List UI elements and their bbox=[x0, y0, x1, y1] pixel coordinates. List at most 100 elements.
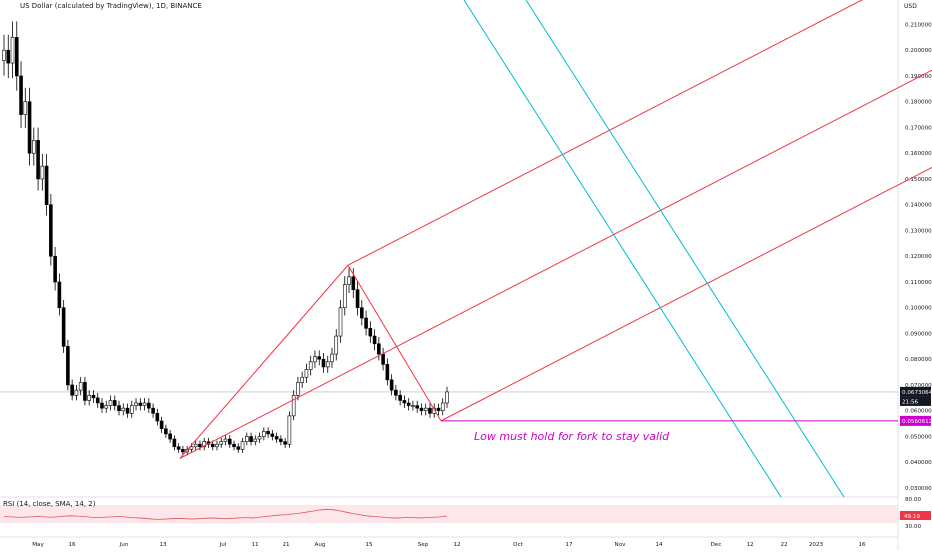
candle-body bbox=[385, 364, 390, 381]
y-tick-label: 0.18000000 bbox=[905, 100, 932, 106]
candle-body bbox=[372, 335, 377, 345]
x-tick-label: 11 bbox=[251, 542, 259, 548]
parallel-line-2[interactable] bbox=[525, 0, 845, 498]
candle-body bbox=[36, 140, 40, 180]
candle-body bbox=[164, 428, 168, 435]
pitchfork-handle-a[interactable] bbox=[179, 264, 349, 459]
rsi-current-tag bbox=[900, 511, 931, 520]
candle-body bbox=[189, 446, 194, 450]
pitchfork-median-line[interactable] bbox=[179, 37, 932, 459]
candle-body bbox=[338, 307, 343, 337]
candle-body bbox=[232, 443, 236, 448]
candle-body bbox=[66, 346, 70, 386]
candle-body bbox=[74, 389, 79, 396]
candle-body bbox=[227, 438, 232, 445]
candle-body bbox=[95, 397, 100, 404]
candle-body bbox=[415, 405, 419, 409]
rsi-line bbox=[3, 508, 448, 520]
x-tick-label: 16 bbox=[68, 542, 76, 548]
y-tick-label: 0.10000000 bbox=[905, 306, 932, 312]
y-tick-label: 0.07000000 bbox=[905, 383, 932, 389]
candle-body bbox=[14, 37, 19, 77]
candle-body bbox=[83, 382, 87, 401]
candle-body bbox=[32, 140, 36, 154]
candle-body bbox=[125, 407, 130, 414]
candle-body bbox=[104, 405, 109, 409]
candle-body bbox=[274, 436, 279, 440]
candle-body bbox=[53, 255, 57, 283]
candle-body bbox=[134, 402, 138, 406]
y-tick-label: 0.12000000 bbox=[905, 254, 932, 260]
candle-body bbox=[100, 402, 104, 409]
x-tick-label: 16 bbox=[858, 542, 866, 548]
candle-body bbox=[57, 281, 62, 309]
rsi-indicator-title: RSI (14, close, SMA, 14, 2) bbox=[3, 500, 96, 508]
candle-body bbox=[321, 358, 326, 368]
candle-body bbox=[181, 449, 185, 453]
y-tick-label: 0.06000000 bbox=[905, 409, 932, 415]
x-tick-label: Aug bbox=[315, 542, 326, 548]
x-tick-label: 15 bbox=[365, 542, 373, 548]
candle-body bbox=[296, 382, 300, 396]
candle-body bbox=[151, 407, 155, 414]
candle-body bbox=[313, 356, 317, 363]
candle-body bbox=[202, 441, 207, 448]
y-tick-label: 0.09000000 bbox=[905, 331, 932, 337]
candle-body bbox=[40, 165, 45, 180]
candle-body bbox=[270, 433, 275, 437]
pitchfork-handle-b[interactable] bbox=[347, 264, 442, 422]
x-tick-label: 12 bbox=[746, 542, 753, 548]
candle-body bbox=[78, 382, 83, 391]
candle-body bbox=[215, 443, 219, 448]
candle-body bbox=[168, 433, 172, 440]
candle-body bbox=[355, 289, 360, 309]
x-tick-label: Jun bbox=[119, 542, 129, 548]
candle-body bbox=[2, 49, 6, 61]
candle-body bbox=[402, 400, 407, 404]
candle-body bbox=[91, 394, 96, 399]
x-tick-label: Jul bbox=[219, 542, 227, 548]
candle-body bbox=[266, 431, 270, 435]
candle-body bbox=[87, 394, 91, 401]
candle-body bbox=[283, 441, 287, 445]
candle-body bbox=[49, 204, 53, 257]
candle-body bbox=[172, 438, 177, 448]
rsi-band bbox=[0, 505, 898, 523]
candle-body bbox=[240, 441, 245, 450]
candle-body bbox=[389, 379, 394, 391]
y-tick-label: 0.21000000 bbox=[905, 22, 932, 28]
pitchfork-upper-line[interactable] bbox=[347, 0, 932, 266]
y-tick-label: 0.08000000 bbox=[905, 357, 932, 363]
candle-body bbox=[147, 402, 151, 409]
pitchfork-lower-line[interactable] bbox=[440, 0, 932, 422]
x-tick-label: May bbox=[32, 542, 44, 548]
x-tick-label: 17 bbox=[565, 542, 573, 548]
candle-body bbox=[330, 353, 334, 363]
candle-body bbox=[360, 307, 364, 319]
x-tick-label: Sep bbox=[418, 542, 429, 548]
y-tick-label: 0.11000000 bbox=[905, 280, 932, 286]
y-tick-label: 0.17000000 bbox=[905, 125, 932, 131]
rsi-tick-label: 30.00 bbox=[905, 524, 921, 530]
candle-body bbox=[423, 407, 428, 412]
low-price-label: 0.05606125 bbox=[902, 419, 932, 425]
countdown-tag bbox=[900, 396, 931, 406]
candle-body bbox=[279, 438, 283, 442]
candle-body bbox=[121, 407, 126, 412]
x-tick-label: Oct bbox=[513, 542, 523, 548]
candle-body bbox=[287, 415, 292, 445]
candle-body bbox=[6, 49, 11, 64]
rsi-current-label: 49.19 bbox=[904, 514, 920, 520]
last-price-tag bbox=[900, 386, 931, 397]
chart-annotation: Low must hold for fork to stay valid bbox=[474, 430, 670, 443]
candle-body bbox=[364, 317, 368, 329]
x-tick-label: 22 bbox=[780, 542, 787, 548]
candle-body bbox=[198, 443, 202, 448]
candle-body bbox=[223, 438, 228, 442]
parallel-line-1[interactable] bbox=[463, 0, 782, 498]
candle-body bbox=[428, 407, 432, 414]
candle-body bbox=[27, 101, 32, 154]
candle-body bbox=[445, 391, 449, 404]
candle-body bbox=[262, 431, 266, 437]
